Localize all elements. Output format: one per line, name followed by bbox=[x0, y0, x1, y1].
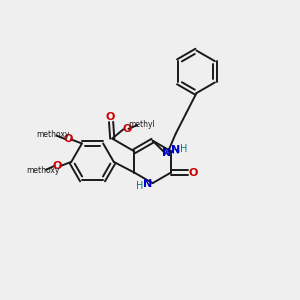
Text: methoxy: methoxy bbox=[26, 167, 59, 176]
Text: N: N bbox=[143, 179, 152, 189]
Text: H: H bbox=[172, 146, 179, 156]
Text: H: H bbox=[136, 181, 144, 191]
Text: N: N bbox=[172, 145, 181, 155]
Text: O: O bbox=[123, 124, 132, 134]
Text: O: O bbox=[188, 167, 198, 178]
Text: H: H bbox=[180, 144, 188, 154]
Text: O: O bbox=[106, 112, 115, 122]
Text: methyl: methyl bbox=[128, 119, 155, 128]
Text: N: N bbox=[162, 148, 172, 158]
Text: O: O bbox=[63, 134, 73, 144]
Text: O: O bbox=[53, 161, 62, 171]
Text: methoxy: methoxy bbox=[37, 130, 70, 139]
